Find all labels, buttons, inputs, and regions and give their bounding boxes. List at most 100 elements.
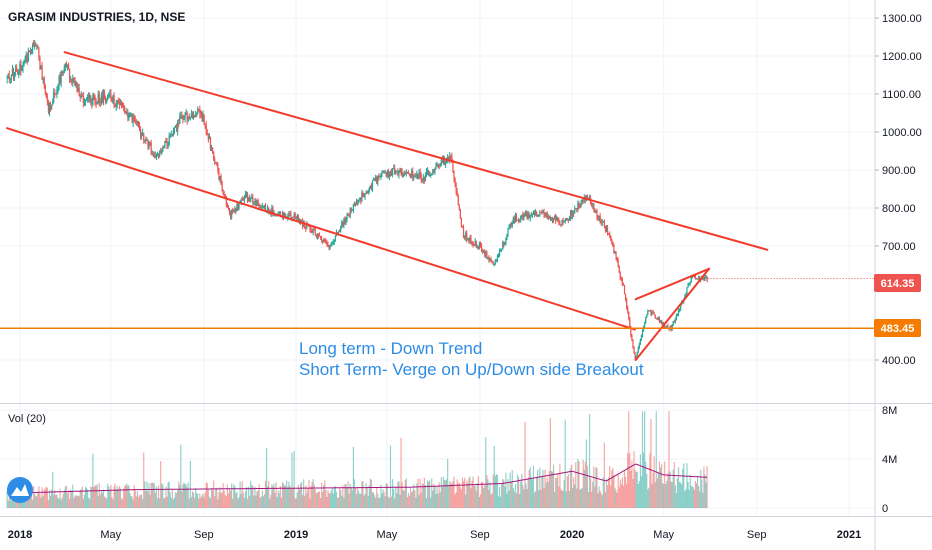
candle-body [245, 193, 248, 195]
volume-bar [624, 476, 627, 508]
tradingview-logo-icon[interactable] [7, 477, 33, 503]
candle-body [164, 141, 166, 149]
candle-body [373, 179, 376, 181]
volume-bar [318, 491, 321, 508]
candle-body [84, 100, 87, 102]
candle-body [28, 50, 30, 52]
volume-bar [522, 485, 524, 508]
volume-bar [90, 486, 92, 508]
volume-bar [41, 487, 43, 508]
candle-body [35, 43, 37, 47]
candle-body [34, 43, 36, 47]
candle-body [70, 79, 72, 81]
volume-bar [133, 485, 135, 508]
candle-body [448, 156, 450, 161]
volume-bar [187, 482, 189, 508]
candle-body [611, 240, 613, 244]
candle-body [672, 321, 674, 326]
volume-bar [330, 490, 332, 508]
candle-body [384, 172, 386, 174]
candle-body [118, 101, 120, 105]
volume-bar [144, 481, 146, 508]
volume-bar [141, 494, 143, 508]
volume-bar [703, 466, 705, 508]
candle-body [260, 206, 262, 208]
volume-bar [105, 497, 107, 508]
candle-body [423, 177, 425, 182]
volume-bar [464, 477, 466, 508]
volume-bar [267, 486, 269, 508]
volume-bar [189, 460, 191, 508]
volume-bar [541, 475, 543, 508]
candle-body [492, 262, 494, 265]
volume-bar [134, 490, 136, 508]
candle-body [186, 112, 188, 121]
candle-body [419, 172, 421, 175]
candle-body [627, 307, 629, 312]
volume-bar [475, 490, 477, 508]
volume-bar [238, 496, 240, 508]
candle-body [372, 179, 375, 181]
candle-body [434, 167, 436, 172]
candle-body [521, 214, 523, 216]
candle-body [143, 133, 145, 141]
candle-body [501, 249, 503, 251]
volume-bar [494, 476, 496, 508]
candle-body [568, 218, 571, 220]
volume-bar [38, 486, 40, 508]
candle-body [213, 152, 215, 159]
candle-body [180, 115, 182, 118]
volume-bar [480, 481, 483, 508]
candle-body [592, 203, 594, 206]
candle-body [480, 245, 483, 252]
volume-bar [601, 495, 603, 508]
volume-bar [367, 495, 369, 508]
volume-bar [205, 482, 207, 508]
candle-body [204, 124, 206, 126]
candle-body [391, 168, 394, 175]
volume-bar [484, 485, 486, 508]
candle-body [115, 104, 117, 107]
candle-body [160, 150, 162, 154]
candle-body [637, 347, 639, 353]
candle-body [677, 310, 680, 314]
support-price-label: 483.45 [881, 323, 915, 335]
lower-channel-line[interactable] [6, 127, 636, 331]
candle-body [132, 115, 134, 123]
candle-body [88, 94, 90, 99]
volume-bar [147, 491, 149, 508]
volume-bar [450, 482, 452, 508]
candle-body [341, 222, 343, 228]
candle-body [487, 257, 489, 259]
volume-bar [280, 497, 283, 508]
volume-bar [225, 496, 227, 508]
volume-bar [405, 478, 407, 508]
volume-bar [521, 474, 523, 508]
candle-body [403, 172, 405, 176]
volume-bar [448, 485, 450, 508]
upper-channel-line[interactable] [63, 51, 769, 251]
volume-bar [558, 486, 560, 508]
volume-bar [62, 493, 64, 508]
volume-bar [453, 476, 455, 508]
volume-bar [159, 498, 161, 508]
volume-bar [491, 493, 493, 508]
x-tick-label: Sep [194, 529, 214, 541]
wedge-lower-line[interactable] [634, 267, 711, 361]
candle-body [244, 194, 247, 198]
volume-bar [413, 484, 415, 508]
volume-bar [126, 483, 128, 508]
candle-body [557, 217, 559, 220]
volume-bar [585, 439, 587, 508]
candle-body [595, 210, 597, 213]
volume-bar [143, 452, 145, 508]
wedge-upper-line[interactable] [634, 267, 711, 301]
candle-body [376, 176, 378, 184]
volume-bar [119, 488, 122, 508]
candle-body [328, 245, 330, 248]
candle-body [601, 221, 603, 223]
volume-bar [217, 499, 219, 508]
candle-body [54, 91, 56, 94]
volume-bar [468, 478, 470, 508]
